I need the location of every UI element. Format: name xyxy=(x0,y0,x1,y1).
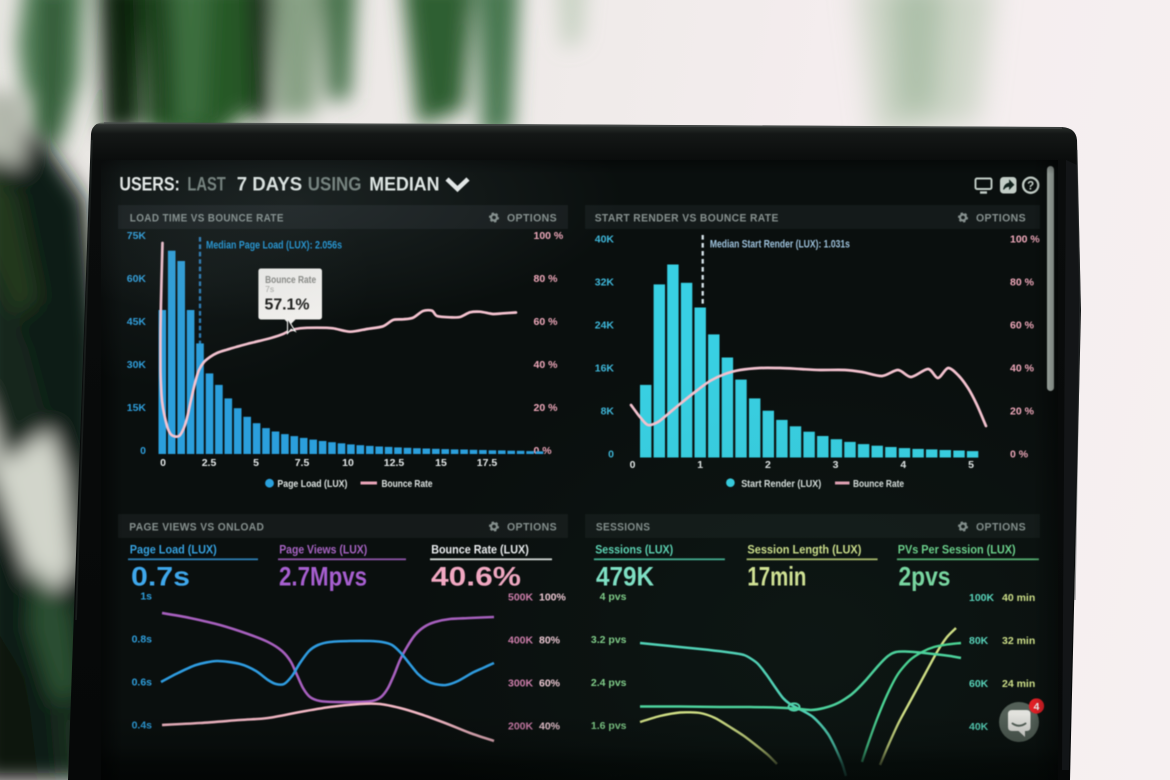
svg-text:Sessions (LUX): Sessions (LUX) xyxy=(595,543,673,557)
svg-text:8K: 8K xyxy=(601,406,615,418)
svg-text:40K: 40K xyxy=(969,721,989,733)
svg-text:LOAD TIME VS BOUNCE RATE: LOAD TIME VS BOUNCE RATE xyxy=(130,213,284,225)
svg-text:USERS: LAST 7 DAYS: USERS: LAST 7 DAYS USING MEDIAN xyxy=(119,175,439,196)
svg-text:5: 5 xyxy=(253,457,259,469)
svg-text:80K: 80K xyxy=(969,635,989,647)
svg-text:Page Load (LUX): Page Load (LUX) xyxy=(277,479,347,490)
svg-text:15: 15 xyxy=(435,457,447,469)
svg-text:100 %: 100 % xyxy=(534,230,564,242)
svg-text:500K: 500K xyxy=(508,592,534,604)
svg-text:40 min: 40 min xyxy=(1002,592,1035,604)
svg-text:24 min: 24 min xyxy=(1002,678,1035,690)
svg-text:3: 3 xyxy=(833,459,839,471)
svg-text:1.6 pvs: 1.6 pvs xyxy=(591,720,627,732)
svg-text:Bounce Rate: Bounce Rate xyxy=(853,479,904,490)
svg-text:OPTIONS: OPTIONS xyxy=(507,213,557,225)
svg-text:300K: 300K xyxy=(508,678,534,690)
svg-text:479K: 479K xyxy=(596,562,654,592)
svg-text:7s: 7s xyxy=(265,284,274,294)
svg-text:Median Start Render (LUX): 1.0: Median Start Render (LUX): 1.031s xyxy=(710,238,850,250)
svg-text:32K: 32K xyxy=(595,277,615,289)
svg-text:0: 0 xyxy=(160,457,166,469)
svg-text:0.6s: 0.6s xyxy=(132,677,153,689)
svg-text:0 %: 0 % xyxy=(534,445,553,457)
svg-text:2.5: 2.5 xyxy=(202,457,217,469)
svg-text:SESSIONS: SESSIONS xyxy=(596,522,651,534)
svg-text:?: ? xyxy=(1027,181,1034,193)
svg-text:20 %: 20 % xyxy=(1010,406,1035,418)
svg-text:0.7s: 0.7s xyxy=(131,562,190,592)
svg-text:Page Views (LUX): Page Views (LUX) xyxy=(279,543,367,557)
svg-text:30K: 30K xyxy=(127,359,147,371)
svg-text:17.5: 17.5 xyxy=(477,457,498,469)
svg-text:60K: 60K xyxy=(969,678,989,690)
svg-text:24K: 24K xyxy=(595,320,615,332)
svg-text:80 %: 80 % xyxy=(1010,277,1035,289)
svg-text:0: 0 xyxy=(608,449,614,461)
svg-text:Median Page Load (LUX): 2.056s: Median Page Load (LUX): 2.056s xyxy=(206,239,342,251)
svg-text:200K: 200K xyxy=(508,721,534,733)
svg-text:12.5: 12.5 xyxy=(384,457,405,469)
svg-text:40 %: 40 % xyxy=(1010,363,1035,375)
svg-text:5: 5 xyxy=(968,459,974,471)
svg-text:4: 4 xyxy=(900,459,906,471)
svg-text:Session Length (LUX): Session Length (LUX) xyxy=(747,543,861,557)
svg-text:16K: 16K xyxy=(595,363,615,375)
svg-text:40K: 40K xyxy=(595,234,615,246)
svg-text:2.7Mpvs: 2.7Mpvs xyxy=(279,562,367,592)
svg-text:0.8s: 0.8s xyxy=(132,634,153,646)
svg-text:17min: 17min xyxy=(747,562,806,592)
svg-text:20 %: 20 % xyxy=(534,402,559,414)
svg-text:7.5: 7.5 xyxy=(295,457,310,469)
svg-text:0: 0 xyxy=(140,445,146,457)
svg-text:START RENDER VS BOUNCE RATE: START RENDER VS BOUNCE RATE xyxy=(595,213,779,225)
svg-text:60%: 60% xyxy=(539,678,561,690)
svg-text:80 %: 80 % xyxy=(534,273,559,285)
svg-text:15K: 15K xyxy=(127,402,147,414)
svg-text:100 %: 100 % xyxy=(1010,234,1040,246)
svg-text:40.6%: 40.6% xyxy=(431,562,521,592)
svg-text:0.4s: 0.4s xyxy=(132,720,153,732)
svg-text:60K: 60K xyxy=(127,273,147,285)
svg-text:32 min: 32 min xyxy=(1002,635,1035,647)
svg-text:Start Render (LUX): Start Render (LUX) xyxy=(741,479,821,490)
svg-text:2: 2 xyxy=(765,459,771,471)
svg-text:40 %: 40 % xyxy=(534,359,559,371)
svg-text:4 pvs: 4 pvs xyxy=(600,591,627,603)
svg-text:3.2 pvs: 3.2 pvs xyxy=(591,634,627,646)
svg-text:0 %: 0 % xyxy=(1010,449,1029,461)
svg-text:OPTIONS: OPTIONS xyxy=(507,522,557,534)
svg-text:Bounce Rate (LUX): Bounce Rate (LUX) xyxy=(431,543,529,557)
svg-text:2pvs: 2pvs xyxy=(899,562,951,592)
svg-text:0: 0 xyxy=(630,459,636,471)
svg-text:OPTIONS: OPTIONS xyxy=(976,213,1026,225)
svg-text:PAGE VIEWS VS ONLOAD: PAGE VIEWS VS ONLOAD xyxy=(129,522,264,534)
svg-text:4: 4 xyxy=(1034,701,1040,713)
svg-text:1s: 1s xyxy=(140,591,152,603)
svg-text:60 %: 60 % xyxy=(1010,320,1035,332)
svg-text:PVs Per Session (LUX): PVs Per Session (LUX) xyxy=(898,543,1016,557)
svg-text:Bounce Rate: Bounce Rate xyxy=(382,479,433,490)
svg-text:100%: 100% xyxy=(539,592,567,604)
svg-text:10: 10 xyxy=(342,457,354,469)
svg-text:OPTIONS: OPTIONS xyxy=(976,522,1026,534)
svg-text:100K: 100K xyxy=(969,592,995,604)
svg-text:75K: 75K xyxy=(127,230,147,242)
svg-text:57.1%: 57.1% xyxy=(265,297,310,314)
svg-text:400K: 400K xyxy=(508,635,534,647)
svg-text:80%: 80% xyxy=(539,635,561,647)
svg-text:Page Load (LUX): Page Load (LUX) xyxy=(130,543,217,557)
svg-text:60 %: 60 % xyxy=(534,316,559,328)
svg-text:2.4 pvs: 2.4 pvs xyxy=(591,677,627,689)
svg-text:...: ... xyxy=(610,768,624,778)
svg-text:40%: 40% xyxy=(539,721,561,733)
svg-text:45K: 45K xyxy=(127,316,147,328)
svg-text:1: 1 xyxy=(697,459,703,471)
